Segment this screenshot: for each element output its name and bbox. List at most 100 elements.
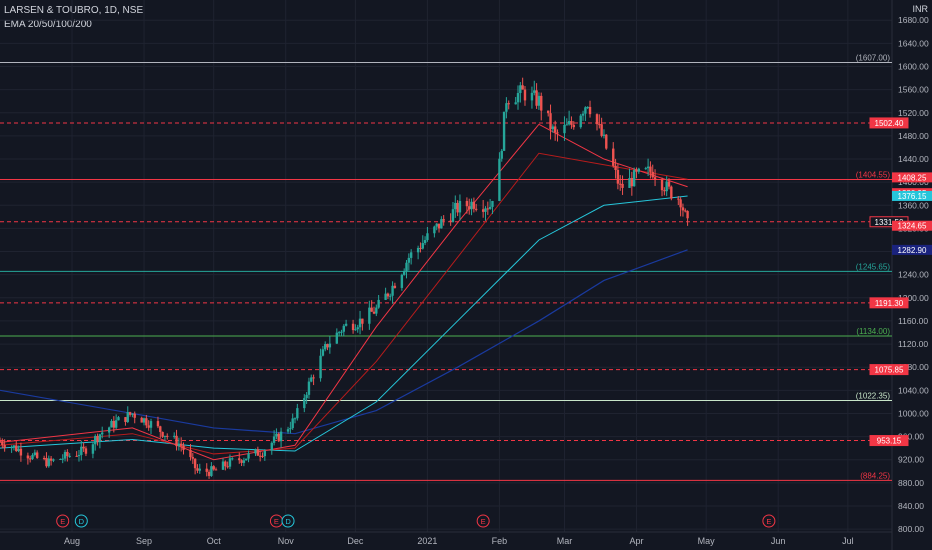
indicator-title: EMA 20/50/100/200: [4, 19, 92, 30]
candle-body: [586, 106, 589, 108]
x-tick-label: Apr: [629, 536, 643, 546]
candle-body: [258, 455, 262, 457]
level-label: (1022.35): [856, 392, 891, 401]
candle-body: [15, 445, 18, 452]
candle-body: [530, 92, 534, 101]
candle-body: [98, 434, 102, 442]
candle-body: [423, 240, 427, 244]
y-tick-label: 880.00: [898, 478, 924, 488]
candle-body: [75, 455, 78, 457]
y-tick-label: 960.00: [898, 432, 924, 442]
candle-body: [370, 307, 373, 312]
candle-body: [156, 421, 160, 427]
candle-body: [486, 208, 490, 210]
candle-body: [296, 408, 299, 419]
candle-body: [305, 394, 308, 399]
candle-body: [409, 252, 413, 258]
event-marker-label: E: [766, 517, 771, 526]
candle-body: [472, 201, 476, 209]
price-tag-box: [892, 244, 932, 255]
candle-body: [328, 343, 332, 348]
candle-body: [207, 471, 211, 476]
candle-body: [344, 323, 348, 326]
candle-body: [563, 124, 566, 134]
candle-body: [468, 206, 471, 210]
candle-body: [145, 418, 148, 426]
candle-body: [196, 468, 199, 471]
y-tick-label: 1520.00: [898, 108, 929, 118]
candle-body: [391, 285, 394, 296]
candle-body: [632, 170, 636, 187]
candle-body: [584, 107, 587, 114]
candle-body: [407, 257, 411, 263]
candle-body: [205, 468, 208, 472]
candle-body: [49, 458, 53, 461]
candle-body: [458, 200, 462, 213]
candle-body: [149, 421, 153, 428]
y-tick-label: 920.00: [898, 455, 924, 465]
candle-body: [326, 344, 329, 348]
level-tag-box: [869, 117, 909, 129]
level-tag-label: 1502.40: [875, 119, 904, 128]
candle-body: [356, 327, 359, 330]
price-tag-label: 1324.65: [898, 222, 927, 231]
candle-body: [547, 110, 550, 114]
candle-body: [277, 433, 280, 442]
event-marker-label: D: [79, 517, 85, 526]
candle-body: [94, 436, 97, 445]
candle-body: [500, 150, 503, 159]
candle-body: [454, 202, 457, 210]
event-marker: [762, 514, 776, 528]
candle-body: [521, 85, 524, 90]
candle-body: [321, 349, 325, 356]
candle-body: [595, 114, 599, 125]
candle-body: [579, 115, 582, 128]
candle-body: [621, 183, 624, 188]
event-marker: [476, 514, 490, 528]
candle-body: [437, 223, 441, 229]
candle-body: [484, 208, 487, 212]
candle-body: [224, 461, 227, 467]
candle-body: [110, 420, 113, 428]
y-tick-label: 1480.00: [898, 131, 929, 141]
candle-body: [101, 432, 104, 435]
candle-body: [570, 121, 573, 125]
candle-body: [400, 274, 404, 288]
candle-body: [191, 457, 195, 459]
candle-body: [684, 210, 687, 212]
candle-body: [17, 448, 20, 452]
level-label: (1607.00): [856, 53, 891, 62]
candle-body: [142, 418, 146, 423]
candle-body: [112, 420, 116, 428]
candle-body: [653, 177, 657, 180]
candle-body: [45, 458, 48, 467]
candle-body: [275, 433, 278, 437]
y-tick-label: 800.00: [898, 524, 924, 534]
candle-body: [240, 460, 243, 463]
candle-body: [307, 381, 311, 395]
candle-body: [1, 441, 4, 446]
candle-body: [644, 168, 647, 170]
candle-body: [660, 179, 664, 191]
chart-legend: LARSEN & TOUBRO, 1D, NSE EMA 20/50/100/2…: [4, 4, 143, 32]
candle-body: [630, 177, 634, 187]
candle-body: [310, 377, 313, 382]
level-tag-label: 1331.50: [875, 218, 904, 227]
candle-body: [256, 449, 260, 456]
candle-body: [433, 226, 436, 234]
candle-body: [519, 85, 522, 94]
candle-body: [456, 202, 459, 213]
candle-body: [59, 459, 62, 461]
candle-body: [679, 199, 682, 208]
candle-body: [319, 355, 322, 379]
candle-body: [619, 183, 622, 185]
candle-body: [393, 285, 397, 288]
candle-body: [605, 134, 608, 149]
candle-body: [449, 220, 452, 222]
candle-body: [61, 458, 64, 460]
price-tag-label: 1282.90: [898, 246, 927, 255]
candle-body: [421, 243, 424, 249]
y-tick-label: 1040.00: [898, 385, 929, 395]
x-tick-label: May: [698, 536, 716, 546]
